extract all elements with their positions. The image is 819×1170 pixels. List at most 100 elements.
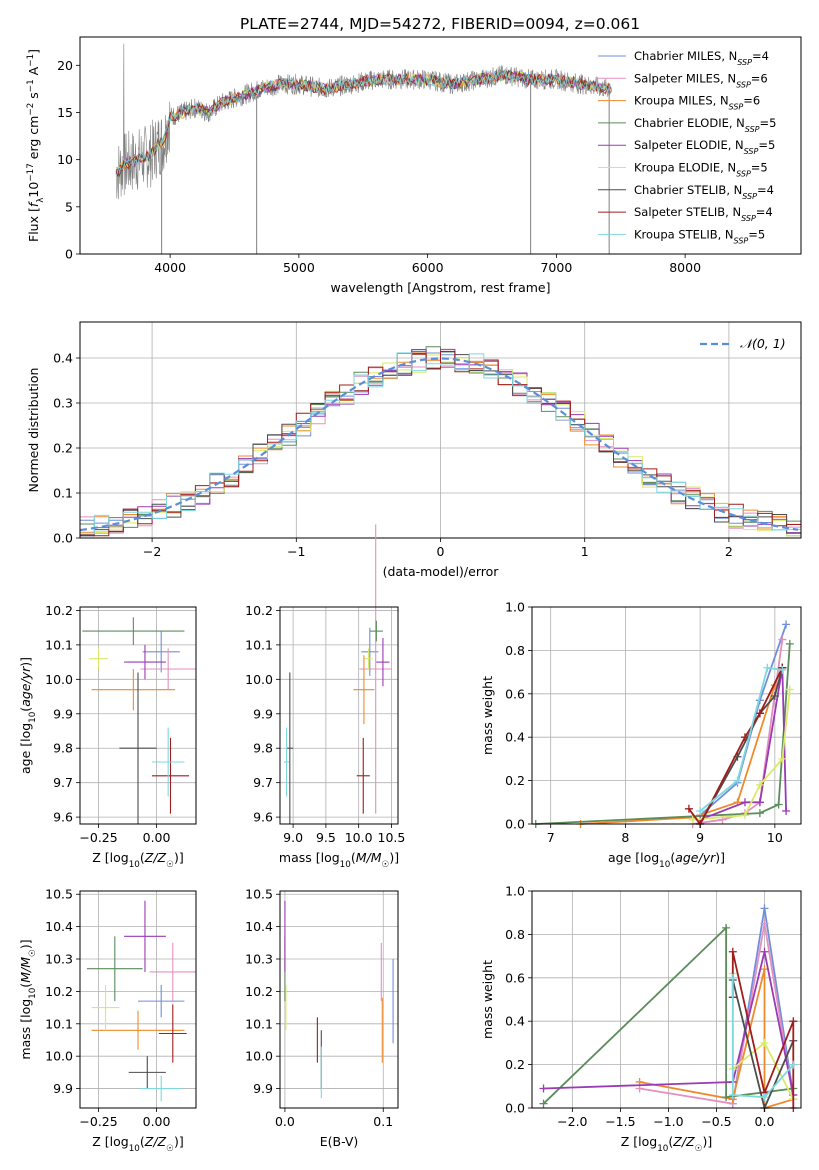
y-tick-label: 0.2 bbox=[53, 441, 73, 456]
x-tick-label: 2 bbox=[725, 544, 733, 559]
marker bbox=[728, 973, 737, 982]
x-axis-label: E(B-V) bbox=[320, 1134, 359, 1149]
marker bbox=[778, 665, 787, 674]
x-tick-label: 0.0 bbox=[755, 1114, 775, 1129]
legend-entry: Salpeter MILES, NSSP=6 bbox=[634, 71, 768, 89]
y-tick-label: 0.4 bbox=[505, 730, 525, 745]
y-tick-label: 9.7 bbox=[253, 775, 273, 790]
marker bbox=[755, 780, 764, 789]
x-tick-label: −1.0 bbox=[653, 1114, 683, 1129]
axes-frame bbox=[79, 890, 197, 1109]
y-tick-label: 0.0 bbox=[505, 1101, 525, 1116]
marker bbox=[755, 709, 764, 718]
y-tick-label: 10.0 bbox=[45, 1049, 73, 1064]
y-tick-label: 1.0 bbox=[505, 884, 525, 899]
x-tick-label: 10.0 bbox=[345, 830, 373, 845]
panel-residuals: −2 −1 0 1 2 0.0 0.1 0.2 0.3 0.4 (data-model)/error… bbox=[26, 321, 802, 579]
x-tick-label: 10.5 bbox=[378, 830, 406, 845]
y-tick-label: 0.6 bbox=[505, 686, 525, 701]
x-tick-label: −1 bbox=[287, 544, 305, 559]
x-tick-label: 8000 bbox=[669, 260, 701, 275]
marker bbox=[539, 1084, 548, 1093]
y-tick-label: 9.9 bbox=[253, 706, 273, 721]
legend-entry: Kroupa ELODIE, NSSP=5 bbox=[634, 161, 768, 179]
marker bbox=[696, 806, 705, 815]
x-tick-label: 8 bbox=[621, 830, 629, 845]
panel-mass-vs-Z: −0.25 0.00 9.9 10.0 10.1 10.2 10.3 10.4 10.5 Z [l… bbox=[18, 887, 197, 1154]
marker bbox=[778, 754, 787, 763]
model-spectrum-kroupa-stelib bbox=[115, 69, 611, 178]
y-tick-label: 20 bbox=[57, 58, 73, 73]
x-axis-label: (data-model)/error bbox=[383, 564, 500, 579]
y-tick-label: 10.0 bbox=[245, 1049, 273, 1064]
y-tick-label: 0 bbox=[65, 247, 73, 262]
x-tick-label: −0.5 bbox=[701, 1114, 731, 1129]
axes-frame bbox=[279, 890, 399, 1109]
plot-area bbox=[531, 620, 794, 828]
y-tick-label: 10.0 bbox=[45, 672, 73, 687]
x-tick-label: −1.5 bbox=[605, 1114, 635, 1129]
x-axis-label: mass [log10(M/M☉)] bbox=[279, 850, 399, 870]
legend-entry: Kroupa STELIB, NSSP=5 bbox=[634, 227, 765, 245]
axes-frame bbox=[531, 606, 802, 825]
marker bbox=[755, 809, 764, 818]
y-tick-label: 0.1 bbox=[53, 486, 73, 501]
weight-line-kroupa-miles bbox=[580, 684, 776, 825]
y-tick-label: 10.1 bbox=[245, 637, 273, 652]
marker bbox=[785, 685, 794, 694]
marker bbox=[760, 919, 769, 928]
x-tick-label: 6000 bbox=[412, 260, 444, 275]
marker bbox=[760, 947, 769, 956]
y-tick-label: 10.2 bbox=[45, 603, 73, 618]
axes-frame bbox=[279, 606, 399, 825]
legend-entry: Salpeter STELIB, NSSP=4 bbox=[634, 205, 773, 223]
marker bbox=[760, 904, 769, 913]
x-tick-label: 0.00 bbox=[143, 1114, 171, 1129]
plot-area bbox=[79, 346, 801, 537]
marker bbox=[760, 1038, 769, 1047]
legend-entry: Salpeter ELODIE, NSSP=5 bbox=[634, 138, 775, 156]
axes-frame bbox=[79, 321, 802, 539]
y-tick-label: 9.9 bbox=[53, 1081, 73, 1096]
x-axis-label: wavelength [Angstrom, rest frame] bbox=[330, 280, 550, 295]
marker bbox=[740, 811, 749, 820]
marker bbox=[785, 639, 794, 648]
plot-area bbox=[283, 524, 393, 824]
histogram-kroupa-stelib bbox=[80, 352, 801, 535]
normal-curve bbox=[79, 357, 799, 532]
plot-area bbox=[284, 900, 394, 1099]
x-tick-label: 5000 bbox=[283, 260, 315, 275]
y-tick-label: 10 bbox=[57, 152, 73, 167]
y-tick-label: 10.4 bbox=[245, 919, 273, 934]
x-tick-label: 7000 bbox=[540, 260, 572, 275]
panel-mass-vs-ebv: 0.0 0.1 9.9 10.0 10.1 10.2 10.3 10.4 10.5 E(B-V) bbox=[245, 887, 399, 1149]
x-axis-label: Z [log10(Z/Z☉)] bbox=[92, 1134, 183, 1154]
y-tick-label: 0.4 bbox=[53, 351, 73, 366]
x-tick-label: 0.1 bbox=[373, 1114, 393, 1129]
panel-weight-vs-Z: −2.0 −1.5 −1.0 −0.5 0.0 0.0 0.2 0.4 0.6 0.8 1.0 Z [… bbox=[480, 884, 802, 1154]
legend-entry: Kroupa MILES, NSSP=6 bbox=[634, 94, 760, 112]
x-axis-label: Z [log10(Z/Z☉)] bbox=[621, 1134, 712, 1154]
figure-title: PLATE=2744, MJD=54272, FIBERID=0094, z=0… bbox=[240, 15, 640, 33]
marker bbox=[728, 947, 737, 956]
marker bbox=[774, 800, 783, 809]
panel-weight-vs-age: 7 8 9 10 0.0 0.2 0.4 0.6 0.8 1.0 age [log10(age/yr… bbox=[480, 600, 802, 870]
y-tick-label: 0.3 bbox=[53, 396, 73, 411]
y-tick-label: 10.3 bbox=[245, 952, 273, 967]
y-tick-label: 9.9 bbox=[253, 1081, 273, 1096]
y-tick-label: 5 bbox=[65, 199, 73, 214]
x-tick-label: 4000 bbox=[154, 260, 186, 275]
y-tick-label: 9.7 bbox=[53, 775, 73, 790]
y-tick-label: 10.5 bbox=[245, 887, 273, 902]
y-tick-label: 10.2 bbox=[45, 984, 73, 999]
y-tick-label: 10.1 bbox=[45, 637, 73, 652]
x-tick-label: 10 bbox=[767, 830, 783, 845]
axes-frame bbox=[79, 36, 802, 255]
y-tick-label: 10.2 bbox=[245, 603, 273, 618]
marker bbox=[755, 798, 764, 807]
panel-age-vs-Z: −0.25 0.00 9.6 9.7 9.8 9.9 10.0 10.1 10.2 Z [log1… bbox=[18, 603, 197, 870]
x-tick-label: 9 bbox=[696, 830, 704, 845]
x-tick-label: 0.00 bbox=[143, 830, 171, 845]
y-axis-label: Flux [fλ10−17 erg cm−2 s−1 A−1] bbox=[26, 49, 46, 242]
y-tick-label: 0.0 bbox=[53, 531, 73, 546]
